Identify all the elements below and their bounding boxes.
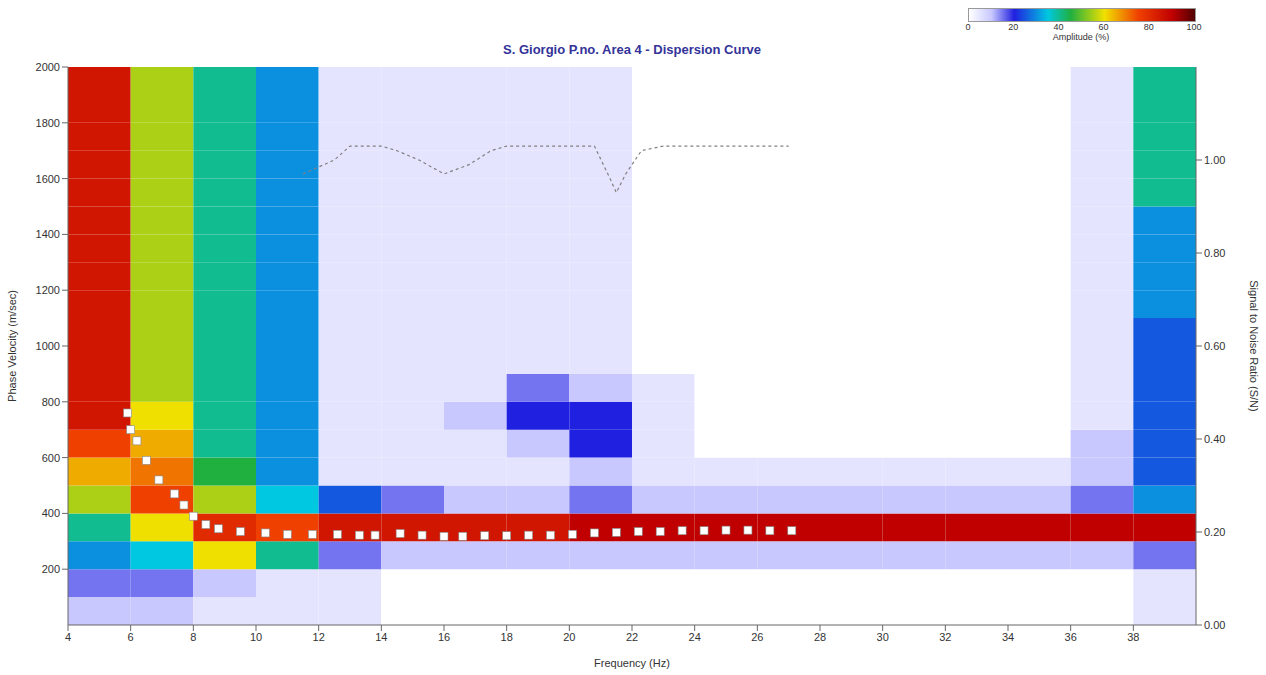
svg-text:16: 16 (438, 631, 450, 643)
svg-text:8: 8 (190, 631, 196, 643)
html-text:20: 20 (1008, 22, 1019, 32)
html-text:100: 100 (1186, 22, 1202, 32)
svg-text:6: 6 (128, 631, 134, 643)
svg-text:1400: 1400 (36, 228, 60, 240)
html-text:40: 40 (1053, 22, 1064, 32)
svg-text:38: 38 (1127, 631, 1139, 643)
svg-text:14: 14 (375, 631, 387, 643)
svg-text:1000: 1000 (36, 340, 60, 352)
svg-text:0.00: 0.00 (1204, 619, 1225, 631)
svg-text:0.40: 0.40 (1204, 433, 1225, 445)
svg-text:Phase Velocity (m/sec): Phase Velocity (m/sec) (6, 290, 18, 402)
svg-text:Signal to Noise Ratio (S/N): Signal to Noise Ratio (S/N) (1248, 280, 1260, 411)
svg-text:12: 12 (313, 631, 325, 643)
html-text:Amplitude (%): Amplitude (%) (1052, 32, 1110, 42)
svg-text:24: 24 (689, 631, 701, 643)
html-text:S. Giorgio P.no. Area 4 - Disp: S. Giorgio P.no. Area 4 - Dispersion Cur… (503, 42, 761, 57)
svg-text:0.60: 0.60 (1204, 340, 1225, 352)
svg-text:Frequency (Hz): Frequency (Hz) (594, 657, 670, 669)
html-text:60: 60 (1098, 22, 1109, 32)
svg-text:400: 400 (42, 507, 60, 519)
svg-text:4: 4 (65, 631, 71, 643)
svg-text:26: 26 (751, 631, 763, 643)
svg-text:34: 34 (1002, 631, 1014, 643)
svg-text:1200: 1200 (36, 284, 60, 296)
svg-text:0.80: 0.80 (1204, 247, 1225, 259)
svg-text:1800: 1800 (36, 117, 60, 129)
svg-text:30: 30 (877, 631, 889, 643)
svg-text:18: 18 (501, 631, 513, 643)
svg-text:600: 600 (42, 452, 60, 464)
svg-text:0.20: 0.20 (1204, 526, 1225, 538)
svg-text:36: 36 (1065, 631, 1077, 643)
svg-text:20: 20 (563, 631, 575, 643)
html-text:0: 0 (965, 22, 971, 32)
svg-text:10: 10 (250, 631, 262, 643)
svg-text:32: 32 (939, 631, 951, 643)
svg-text:1600: 1600 (36, 173, 60, 185)
svg-text:800: 800 (42, 396, 60, 408)
svg-text:28: 28 (814, 631, 826, 643)
svg-text:200: 200 (42, 563, 60, 575)
svg-text:1.00: 1.00 (1204, 154, 1225, 166)
svg-text:22: 22 (626, 631, 638, 643)
html-text:80: 80 (1143, 22, 1154, 32)
svg-text:2000: 2000 (36, 61, 60, 73)
